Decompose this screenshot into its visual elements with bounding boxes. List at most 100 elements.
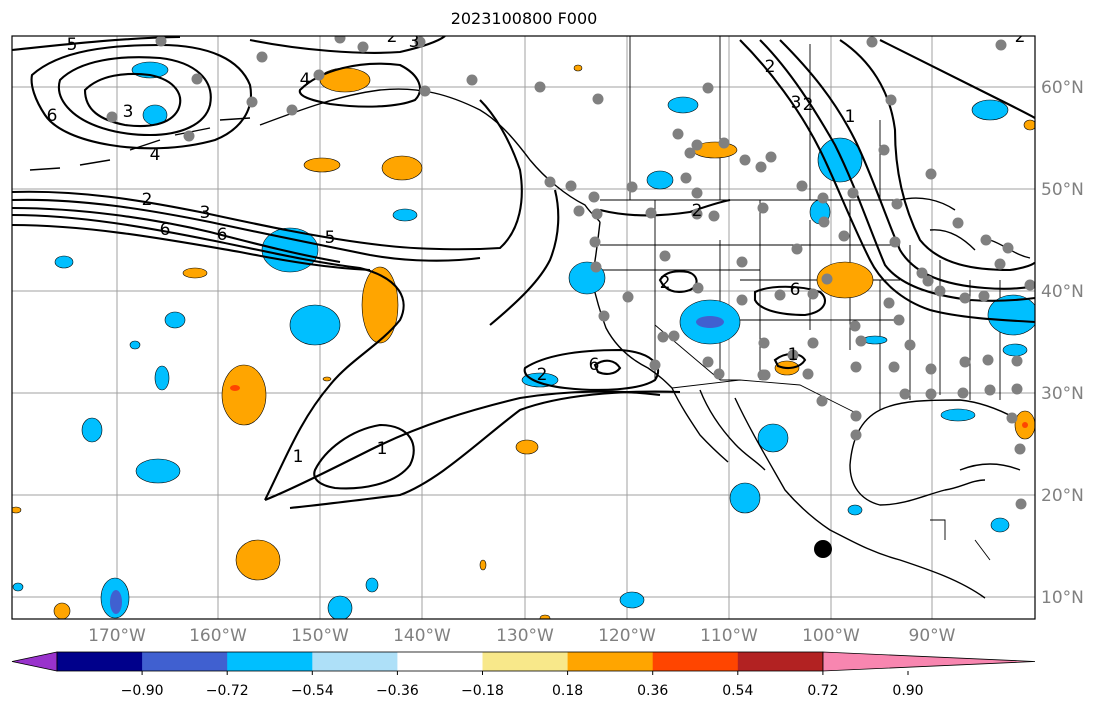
station-marker <box>925 168 937 180</box>
contour-label: 3 <box>791 93 802 113</box>
station-marker <box>889 236 901 248</box>
station-marker <box>1006 412 1018 424</box>
station-marker <box>850 429 862 441</box>
contour-label: 6 <box>790 280 801 300</box>
contour-label: 2 <box>537 365 548 385</box>
longitude-label: 140°W <box>393 626 451 646</box>
colorbar-segment <box>142 652 228 671</box>
station-marker <box>904 339 916 351</box>
contour-label: 4 <box>150 145 161 165</box>
colorbar-left-extension <box>11 651 58 672</box>
latitude-labels: 60°N 50°N 40°N 30°N 20°N 10°N <box>1041 78 1084 608</box>
station-marker <box>357 41 369 53</box>
station-marker <box>1011 383 1023 395</box>
contour-label: 4 <box>300 70 311 90</box>
station-marker <box>925 363 937 375</box>
station-marker <box>691 139 703 151</box>
contour-label: 2 <box>660 273 671 293</box>
station-marker <box>807 288 819 300</box>
colorbar-tick-label: 0.72 <box>807 683 838 699</box>
station-marker <box>952 217 964 229</box>
positive-regions <box>12 64 1035 619</box>
station-marker <box>286 104 298 116</box>
station-marker <box>885 94 897 106</box>
station-marker <box>838 230 850 242</box>
station-marker <box>246 96 258 108</box>
longitude-label: 170°W <box>88 626 146 646</box>
station-marker <box>155 36 167 47</box>
station-marker <box>739 154 751 166</box>
station-marker <box>849 320 861 332</box>
colorbar <box>11 651 1036 672</box>
contour-label: 2 <box>142 190 153 210</box>
latitude-label: 30°N <box>1041 384 1084 404</box>
contour-label: 6 <box>217 225 228 245</box>
contour-label: 2 <box>692 201 703 221</box>
contour-label: 6 <box>160 220 171 240</box>
station-marker <box>1015 498 1027 510</box>
station-marker <box>1014 443 1026 455</box>
station-marker <box>959 356 971 368</box>
station-marker <box>191 73 203 85</box>
station-marker <box>866 36 878 48</box>
contour-label: 5 <box>67 35 78 55</box>
station-marker <box>994 258 1006 270</box>
contour-label: 1 <box>293 447 304 467</box>
station-marker <box>757 202 769 214</box>
station-marker <box>713 368 725 380</box>
station-marker <box>591 208 603 220</box>
station-marker <box>1002 242 1014 254</box>
contour-label: 6 <box>47 106 58 126</box>
station-marker <box>959 292 971 304</box>
station-marker <box>978 290 990 302</box>
station-marker <box>622 291 634 303</box>
station-marker <box>888 361 900 373</box>
longitude-label: 160°W <box>189 626 247 646</box>
station-marker <box>592 93 604 105</box>
colorbar-segment <box>57 652 143 671</box>
colorbar-segment <box>227 652 313 671</box>
colorbar-tick-label: −0.18 <box>461 683 504 699</box>
map-title: 2023100800 F000 <box>450 9 598 28</box>
negative-strong-regions <box>110 316 724 614</box>
station-marker <box>850 361 862 373</box>
station-marker <box>590 261 602 273</box>
station-marker <box>816 395 828 407</box>
station-marker <box>657 331 669 343</box>
station-marker <box>588 191 600 203</box>
station-marker <box>708 210 720 222</box>
latitude-label: 40°N <box>1041 282 1084 302</box>
colorbar-right-extension <box>822 651 1036 672</box>
station-marker <box>791 243 803 255</box>
station-marker <box>649 359 661 371</box>
station-marker <box>680 172 692 184</box>
longitude-label: 100°W <box>802 626 860 646</box>
colorbar-frame <box>56 651 824 672</box>
contour-lines <box>12 36 1035 510</box>
colorbar-segment <box>567 652 654 671</box>
longitude-label: 130°W <box>496 626 554 646</box>
station-marker <box>759 369 771 381</box>
station-marker <box>957 387 969 399</box>
contour-label: 3 <box>200 203 211 223</box>
station-marker <box>883 297 895 309</box>
station-marker <box>334 36 346 44</box>
station-marker <box>821 273 833 285</box>
station-marker <box>758 337 770 349</box>
station-marker <box>419 85 431 97</box>
colorbar-tick-label: −0.90 <box>121 683 164 699</box>
contour-label: 1 <box>788 345 799 365</box>
colorbar-tick-label: 0.90 <box>892 683 923 699</box>
station-marker <box>916 267 928 279</box>
longitude-label: 110°W <box>700 626 758 646</box>
contour-label: 1 <box>377 439 388 459</box>
station-marker <box>847 187 859 199</box>
latitude-label: 10°N <box>1041 588 1084 608</box>
station-marker <box>899 388 911 400</box>
longitude-labels: 170°W 160°W 150°W 140°W 130°W 120°W 110°W 100°W… <box>88 626 956 646</box>
latitude-label: 20°N <box>1041 486 1084 506</box>
station-marker <box>796 180 808 192</box>
station-marker <box>544 176 556 188</box>
colorbar-tick-label: 0.36 <box>637 683 668 699</box>
station-marker <box>893 314 905 326</box>
